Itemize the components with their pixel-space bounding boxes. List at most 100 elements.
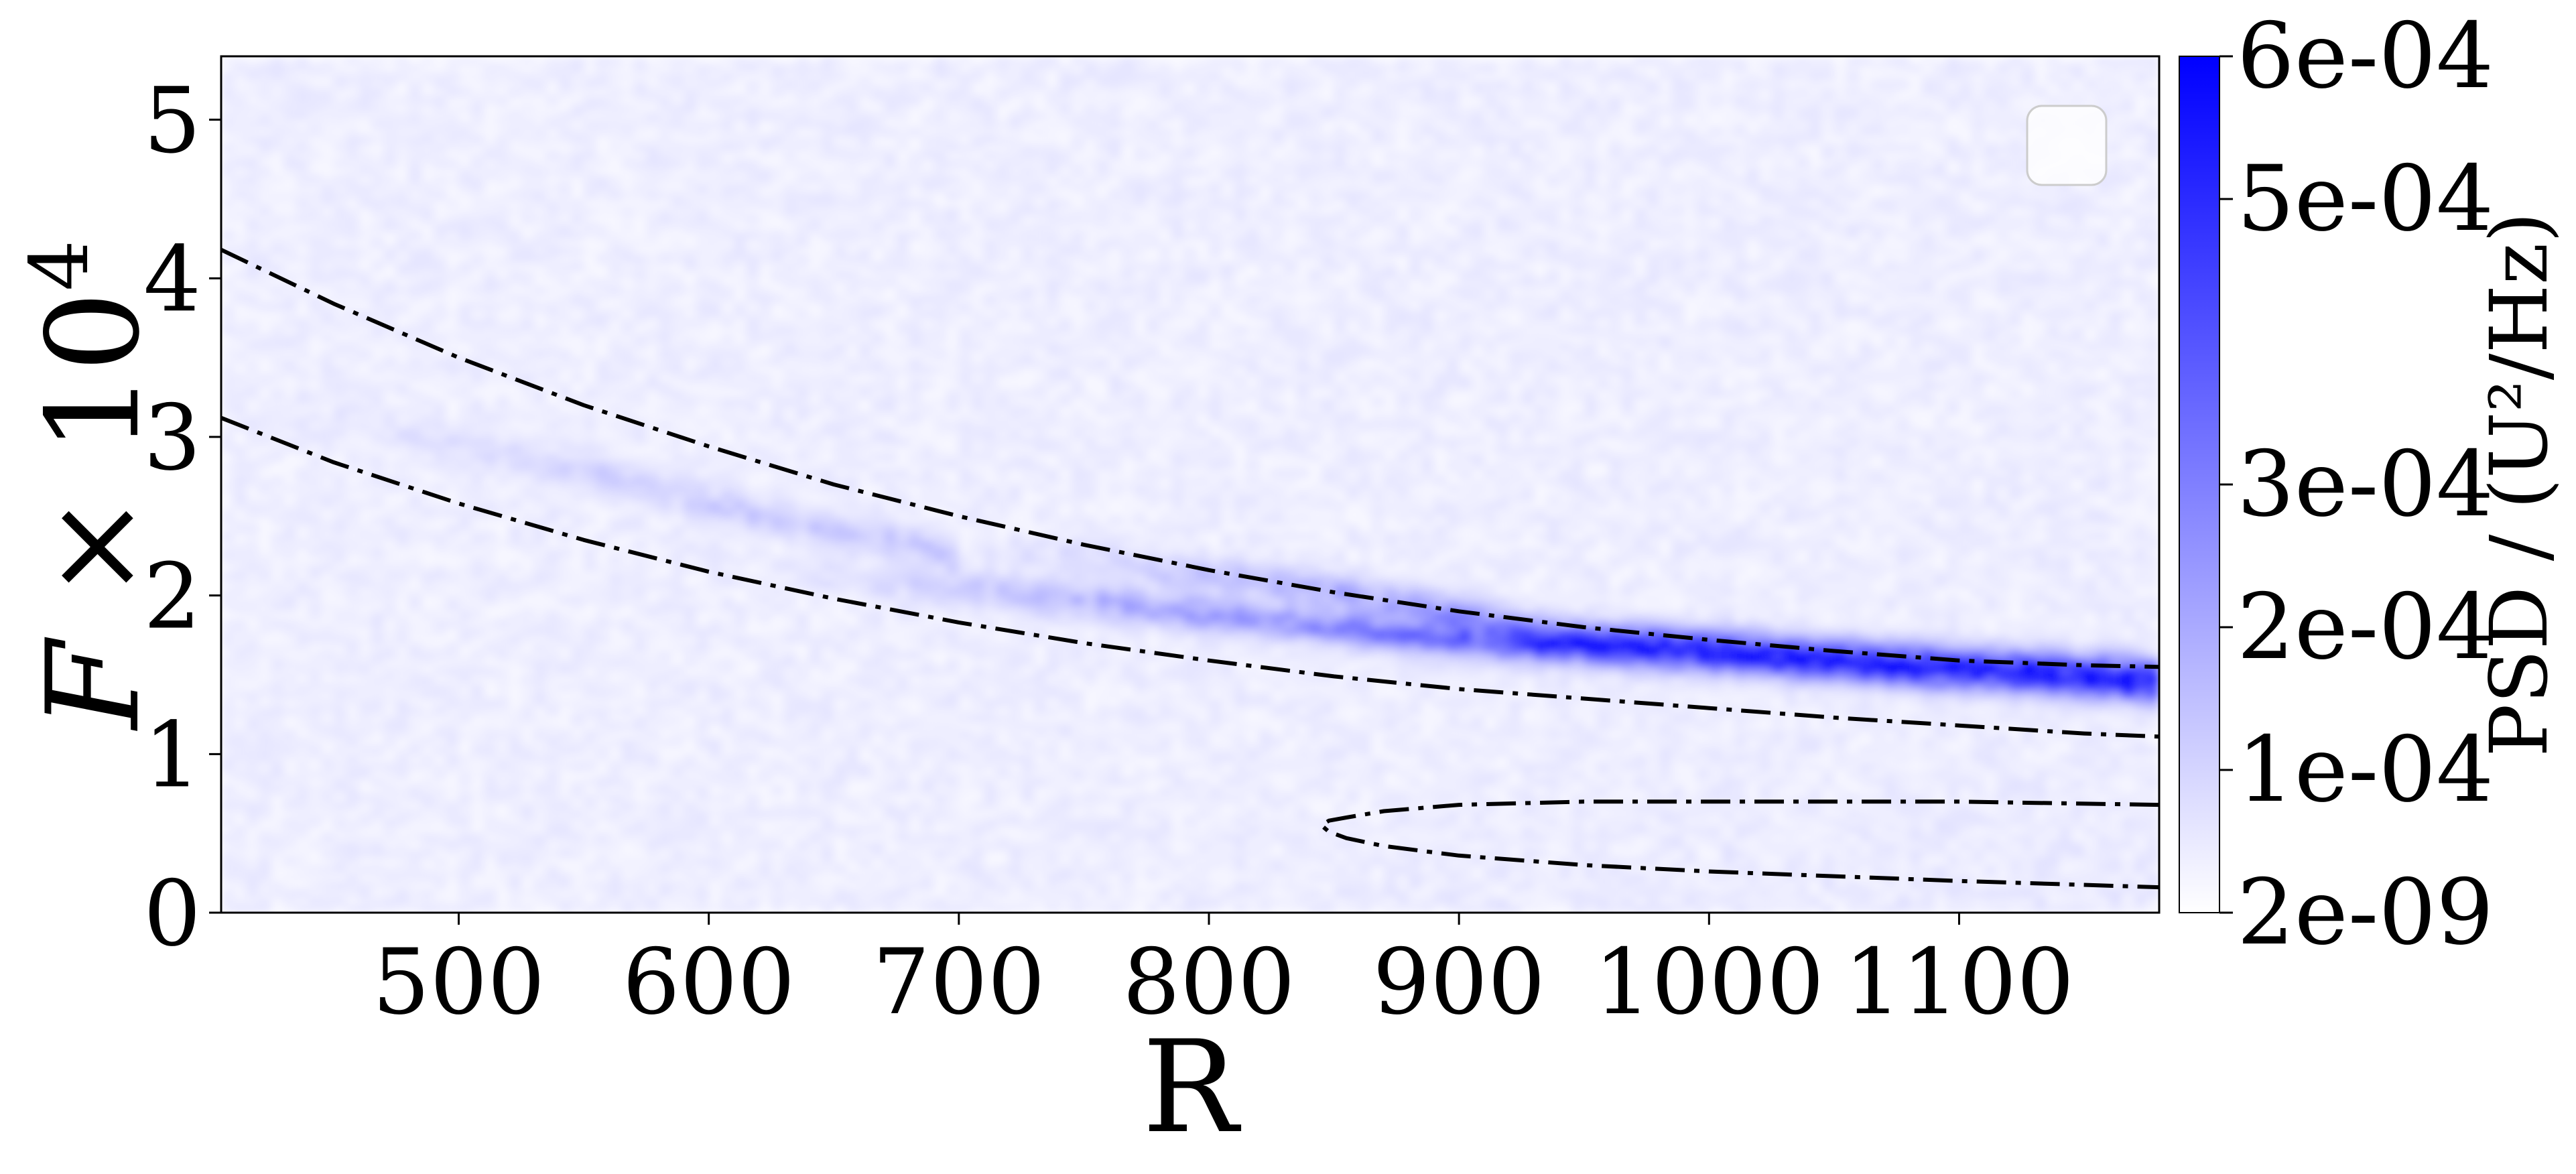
heatmap-cell (471, 135, 485, 144)
heatmap-cell (321, 72, 334, 81)
heatmap-cell (521, 96, 535, 105)
heatmap-cell (246, 786, 259, 795)
heatmap-cell (334, 278, 347, 287)
heatmap-cell (709, 580, 722, 588)
heatmap-cell (521, 691, 535, 700)
heatmap-cell (271, 834, 285, 842)
heatmap-cell (359, 801, 372, 810)
heatmap-cell (422, 429, 435, 438)
heatmap-cell (484, 342, 497, 350)
heatmap-cell (246, 191, 259, 200)
heatmap-cell (396, 659, 409, 667)
heatmap-cell (446, 413, 460, 422)
heatmap-cell (634, 667, 647, 675)
heatmap-cell (359, 453, 372, 462)
heatmap-cell (584, 611, 597, 620)
heatmap-cell (521, 143, 535, 152)
heatmap-cell (409, 128, 422, 137)
heatmap-cell (384, 826, 397, 834)
heatmap-cell (221, 818, 235, 826)
heatmap-cell (608, 151, 622, 160)
heatmap-cell (246, 580, 259, 588)
heatmap-cell (321, 318, 334, 327)
heatmap-cell (384, 302, 397, 311)
heatmap-cell (234, 56, 247, 65)
heatmap-cell (671, 326, 685, 334)
heatmap-cell (234, 786, 247, 795)
heatmap-cell (646, 215, 659, 224)
heatmap-cell (671, 128, 685, 137)
heatmap-cell (309, 96, 322, 105)
heatmap-cell (309, 532, 322, 541)
heatmap-cell (246, 722, 259, 731)
heatmap-cell (446, 437, 460, 446)
heatmap-cell (346, 524, 360, 533)
heatmap-cell (584, 865, 597, 874)
heatmap-cell (384, 501, 397, 509)
heatmap-cell (646, 849, 659, 858)
heatmap-cell (446, 271, 460, 279)
heatmap-cell (484, 120, 497, 129)
heatmap-cell (359, 516, 372, 525)
heatmap-cell (446, 231, 460, 239)
heatmap-cell (221, 865, 235, 874)
heatmap-cell (646, 516, 659, 525)
heatmap-cell (784, 445, 797, 454)
heatmap-cell (283, 516, 297, 525)
heatmap-cell (396, 468, 409, 477)
heatmap-cell (283, 532, 297, 541)
heatmap-cell (759, 350, 772, 358)
heatmap-cell (608, 834, 622, 842)
heatmap-cell (596, 135, 610, 144)
heatmap-cell (396, 746, 409, 755)
heatmap-cell (359, 746, 372, 755)
heatmap-cell (646, 326, 659, 334)
heatmap-cell (646, 135, 659, 144)
heatmap-cell (296, 659, 310, 667)
heatmap-cell (646, 667, 659, 675)
heatmap-cell (596, 675, 610, 683)
heatmap-cell (321, 651, 334, 660)
heatmap-cell (296, 635, 310, 644)
heatmap-cell (771, 842, 785, 850)
heatmap-cell (759, 278, 772, 287)
heatmap-cell (484, 445, 497, 454)
heatmap-cell (696, 326, 710, 334)
heatmap-cell (422, 516, 435, 525)
heatmap-cell (384, 468, 397, 477)
heatmap-cell (384, 350, 397, 358)
heatmap-cell (671, 572, 685, 580)
heatmap-cell (346, 786, 360, 795)
heatmap-cell (259, 754, 272, 763)
heatmap-cell (459, 128, 472, 137)
heatmap-cell (596, 247, 610, 255)
heatmap-cell (759, 675, 772, 683)
heatmap-cell (321, 199, 334, 208)
heatmap-cell (371, 699, 385, 708)
heatmap-cell (509, 64, 522, 73)
heatmap-cell (696, 56, 710, 65)
heatmap-cell (384, 667, 397, 675)
heatmap-cell (371, 342, 385, 350)
heatmap-cell (396, 247, 409, 255)
heatmap-cell (621, 191, 635, 200)
heatmap-cell (734, 405, 747, 414)
heatmap-cell (371, 453, 385, 462)
heatmap-cell (396, 159, 409, 168)
heatmap-cell (534, 604, 548, 612)
heatmap-cell (321, 286, 334, 295)
heatmap-cell (534, 501, 548, 509)
heatmap-cell (646, 501, 659, 509)
heatmap-cell (509, 128, 522, 137)
heatmap-cell (484, 873, 497, 882)
heatmap-cell (396, 199, 409, 208)
heatmap-cell (659, 849, 672, 858)
heatmap-cell (471, 484, 485, 493)
heatmap-cell (484, 484, 497, 493)
heatmap-cell (321, 80, 334, 89)
heatmap-cell (259, 651, 272, 660)
heatmap-cell (709, 80, 722, 89)
heatmap-cell (534, 722, 548, 731)
heatmap-cell (608, 809, 622, 818)
heatmap-cell (696, 501, 710, 509)
